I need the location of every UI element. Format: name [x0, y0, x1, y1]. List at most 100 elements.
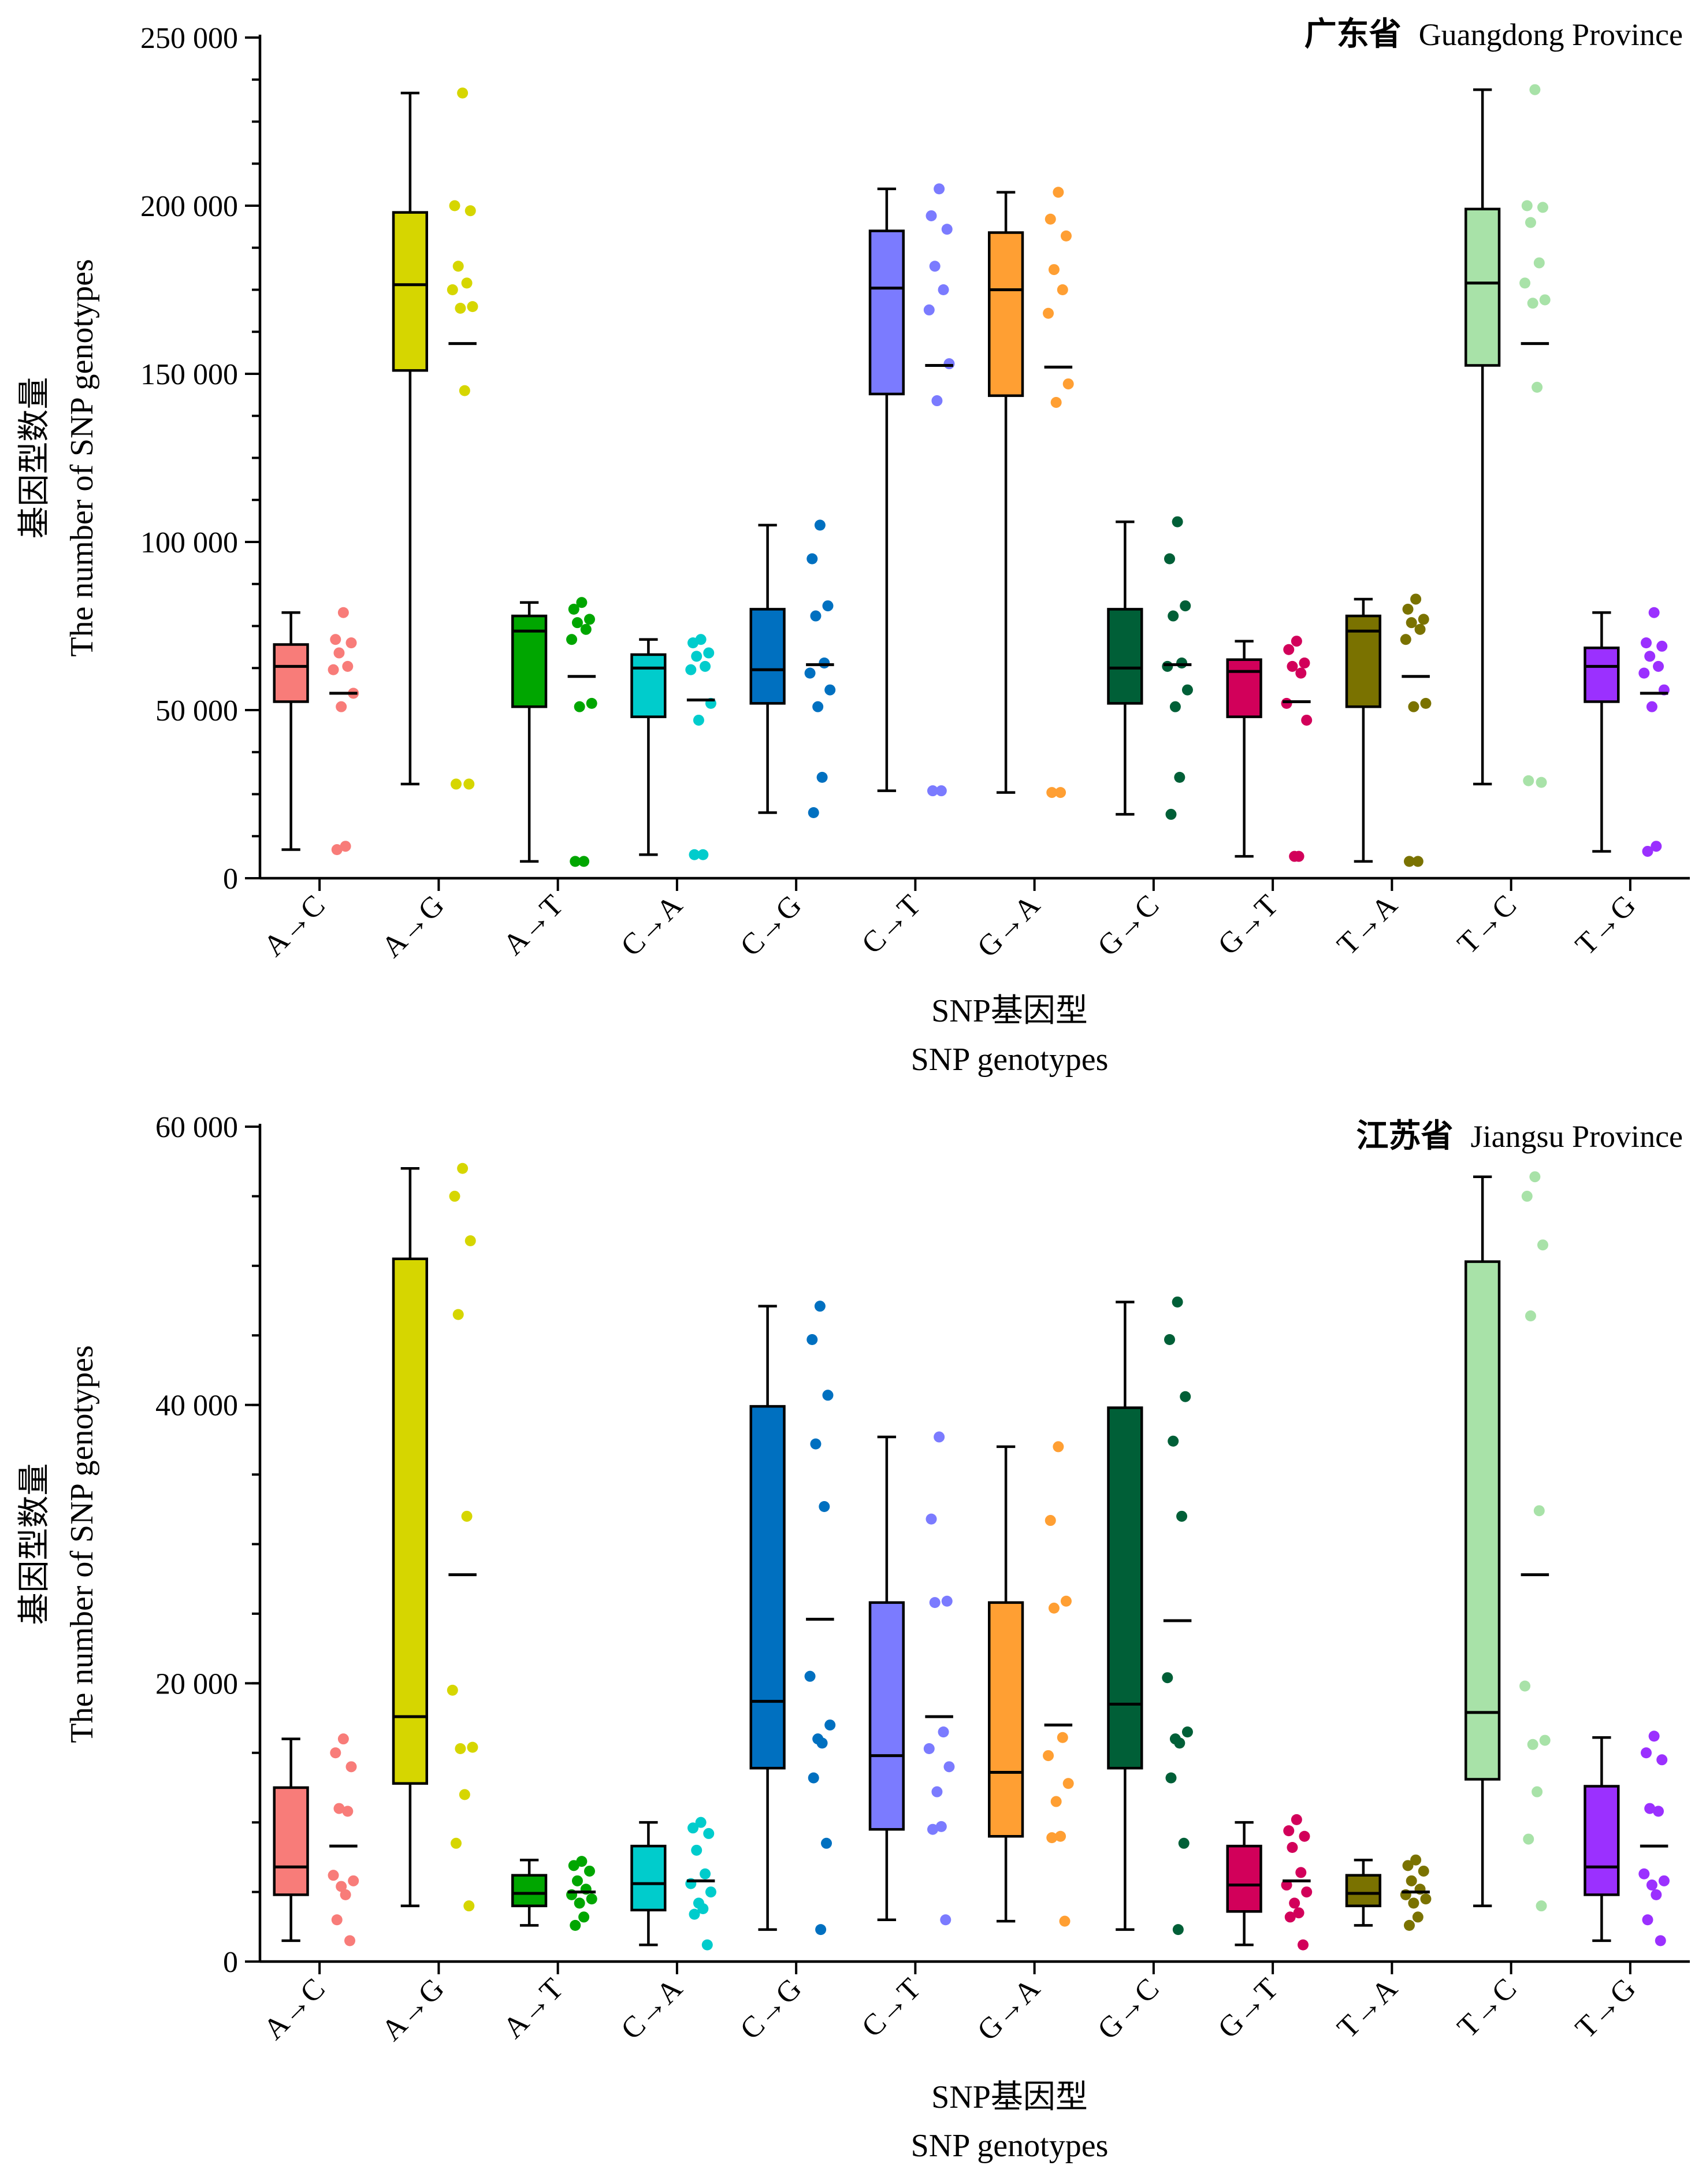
- data-point: [822, 600, 834, 612]
- data-point: [819, 658, 830, 669]
- data-point: [1653, 1806, 1664, 1817]
- data-point: [1053, 187, 1064, 198]
- box-iqr: [1345, 1874, 1381, 1907]
- data-point: [810, 1438, 822, 1450]
- x-tick-label: T→G: [1569, 889, 1642, 961]
- data-point: [580, 623, 592, 635]
- data-point: [464, 205, 476, 217]
- data-point: [1301, 714, 1313, 726]
- data-point: [1180, 600, 1191, 612]
- data-point: [814, 1301, 826, 1312]
- data-point: [342, 660, 354, 672]
- data-point: [808, 1772, 819, 1784]
- x-tick-label: C→T: [856, 889, 927, 960]
- data-point: [586, 697, 597, 709]
- data-point: [452, 261, 464, 272]
- data-point: [927, 1823, 938, 1835]
- data-point: [1519, 277, 1531, 289]
- data-point: [1537, 1239, 1548, 1251]
- box-iqr: [749, 608, 786, 705]
- x-tick-label: A→T: [497, 889, 570, 961]
- data-point: [1181, 1726, 1193, 1738]
- data-point: [586, 1893, 597, 1905]
- data-point: [804, 1670, 816, 1682]
- series-3: [511, 597, 597, 867]
- data-point: [1648, 1730, 1660, 1742]
- data-point: [340, 841, 351, 852]
- x-tick-label: A→T: [497, 1972, 570, 2045]
- box-iqr: [1107, 1406, 1143, 1770]
- y-tick-label: 20 000: [155, 1667, 238, 1700]
- data-point: [574, 1897, 585, 1909]
- data-point: [1651, 1889, 1662, 1900]
- data-point: [330, 1747, 341, 1759]
- series-12: [1584, 1730, 1670, 1947]
- data-point: [568, 603, 579, 615]
- series-5: [749, 1301, 836, 1936]
- data-point: [571, 1875, 583, 1886]
- x-tick-label: G→A: [971, 889, 1046, 964]
- data-point: [1641, 1747, 1652, 1759]
- data-point: [935, 785, 947, 797]
- data-point: [576, 597, 588, 608]
- series-5: [749, 519, 836, 819]
- data-point: [700, 660, 711, 672]
- data-point: [1658, 1875, 1670, 1886]
- data-point: [1653, 660, 1664, 672]
- data-point: [934, 1431, 945, 1443]
- series-9: [1226, 636, 1313, 862]
- data-point: [1529, 1171, 1541, 1183]
- series-8: [1107, 516, 1193, 820]
- data-point: [1057, 284, 1068, 295]
- data-point: [1412, 1911, 1423, 1923]
- panel-title: 江苏省 Jiangsu Province: [1356, 1119, 1683, 1154]
- data-point: [457, 1162, 469, 1174]
- data-point: [685, 664, 697, 675]
- y-axis-title-cn: 基因型数量: [17, 377, 53, 539]
- data-point: [703, 647, 715, 659]
- data-point: [1414, 623, 1426, 635]
- data-point: [1291, 1814, 1302, 1825]
- data-point: [1181, 684, 1193, 696]
- data-point: [1162, 1672, 1173, 1684]
- data-point: [1287, 1842, 1298, 1854]
- data-point: [824, 684, 836, 696]
- series-4: [630, 634, 716, 860]
- data-point: [1168, 610, 1179, 622]
- data-point: [1164, 553, 1176, 564]
- box-iqr: [392, 1257, 428, 1785]
- data-point: [1291, 636, 1302, 647]
- data-point: [931, 1786, 943, 1797]
- data-point: [449, 200, 460, 211]
- data-point: [1641, 637, 1652, 649]
- series-1: [273, 1733, 359, 1947]
- data-point: [926, 210, 937, 221]
- data-point: [578, 1911, 590, 1923]
- box-iqr: [1465, 1260, 1501, 1781]
- data-point: [1638, 667, 1650, 679]
- data-point: [1298, 1939, 1309, 1951]
- data-point: [328, 1870, 339, 1881]
- y-axis-title-cn: 基因型数量: [17, 1464, 53, 1625]
- data-point: [929, 261, 941, 272]
- data-point: [929, 1597, 941, 1609]
- x-tick-label: C→G: [734, 1972, 808, 2046]
- data-point: [1519, 1680, 1531, 1692]
- data-point: [1539, 1734, 1551, 1746]
- data-point: [822, 1390, 834, 1401]
- box-iqr: [1465, 207, 1501, 367]
- data-point: [1055, 787, 1066, 798]
- box-iqr: [1584, 647, 1620, 703]
- x-tick-label: G→T: [1212, 889, 1285, 961]
- data-point: [1420, 697, 1432, 709]
- data-point: [1529, 84, 1541, 95]
- data-point: [806, 553, 818, 564]
- data-point: [1533, 257, 1545, 269]
- panel-title-cn: 江苏省: [1356, 1119, 1454, 1154]
- x-tick-label: T→A: [1331, 889, 1404, 961]
- data-point: [691, 651, 703, 662]
- data-point: [1169, 701, 1181, 712]
- series-7: [988, 1441, 1074, 1927]
- data-point: [938, 1726, 949, 1738]
- data-point: [943, 1761, 955, 1773]
